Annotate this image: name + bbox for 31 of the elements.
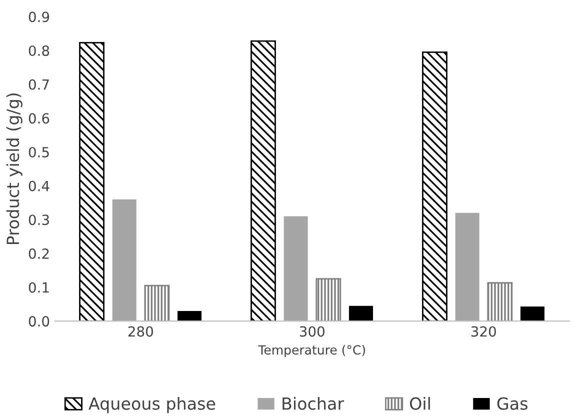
y-tick-label: 0.1: [28, 282, 49, 293]
bar: [79, 42, 104, 322]
bar: [284, 216, 308, 322]
bar: [144, 284, 170, 322]
bar: [455, 212, 480, 322]
legend-label: Oil: [410, 396, 430, 410]
x-tick-label: 320: [471, 326, 496, 337]
y-tick-label: 0.8: [28, 45, 50, 56]
y-axis-title: Product yield (g/g): [6, 94, 22, 244]
x-tick-label: 300: [300, 326, 324, 337]
bar: [178, 310, 202, 322]
bar: [348, 306, 373, 322]
x-tick-label: 280: [128, 326, 153, 337]
bar: [520, 306, 544, 322]
y-tick-label: 0.0: [28, 316, 50, 327]
legend-label: Biochar: [282, 396, 344, 410]
legend-label: Aqueous phase: [88, 396, 216, 414]
bar: [422, 52, 448, 322]
bar: [250, 40, 276, 322]
y-tick-label: 0.2: [28, 248, 49, 259]
y-tick-label: 0.5: [28, 146, 49, 158]
y-tick-label: 0.6: [28, 113, 50, 124]
y-tick-label: 0.3: [28, 214, 49, 226]
y-tick-label: 0.9: [28, 12, 50, 22]
legend-label: Gas: [497, 397, 528, 410]
bar: [487, 282, 513, 322]
y-tick-label: 0.4: [28, 180, 50, 192]
bar: [316, 278, 342, 322]
bar: [112, 199, 136, 322]
x-axis-title: Temperature (°C): [258, 344, 365, 358]
y-tick-label: 0.7: [28, 79, 49, 90]
